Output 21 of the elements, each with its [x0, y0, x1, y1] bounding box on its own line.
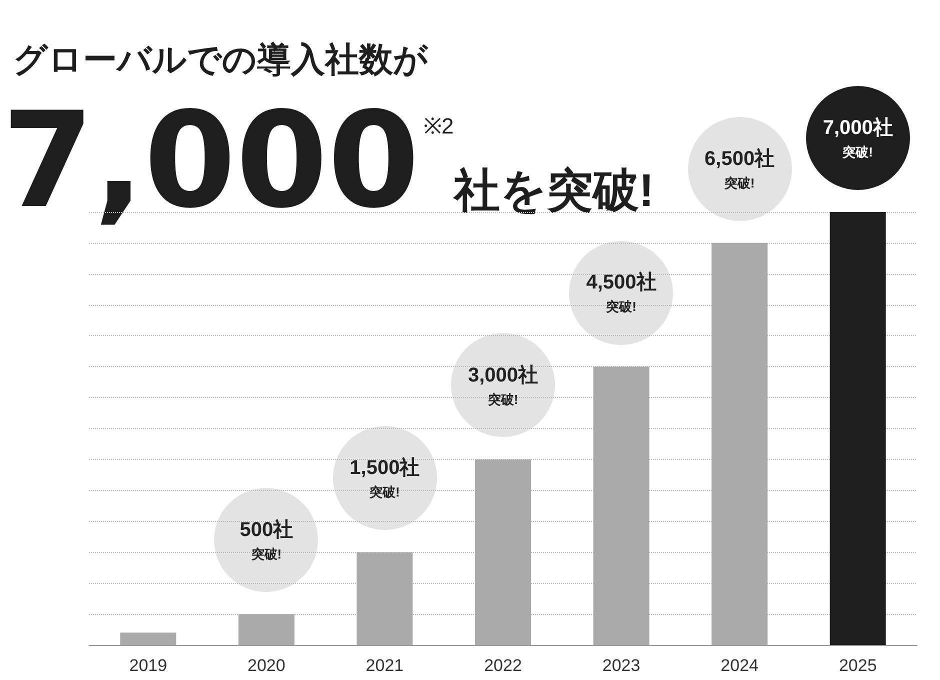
bar — [830, 212, 886, 645]
x-tick-label: 2021 — [366, 656, 404, 675]
x-tick-label: 2023 — [602, 656, 640, 675]
bar — [593, 366, 650, 645]
data-label: 500社突破! — [240, 518, 294, 562]
bar — [120, 632, 176, 645]
bar — [712, 242, 768, 645]
bar — [475, 459, 531, 645]
data-label: 3,000社突破! — [468, 363, 538, 407]
x-tick-label: 2024 — [720, 656, 758, 675]
x-tick-label: 2019 — [129, 656, 168, 675]
data-label: 7,000社突破! — [822, 116, 893, 160]
chart-title: グローバルでの導入社数が — [13, 41, 429, 79]
x-tick-label: 2022 — [484, 656, 522, 675]
bar — [238, 614, 294, 645]
x-tick-label: 2020 — [248, 656, 286, 675]
data-label: 4,500社突破! — [586, 270, 656, 314]
data-label: 1,500社突破! — [350, 456, 420, 500]
data-label: 6,500社突破! — [704, 146, 775, 190]
x-tick-label: 2025 — [838, 656, 877, 675]
bar — [356, 552, 413, 645]
